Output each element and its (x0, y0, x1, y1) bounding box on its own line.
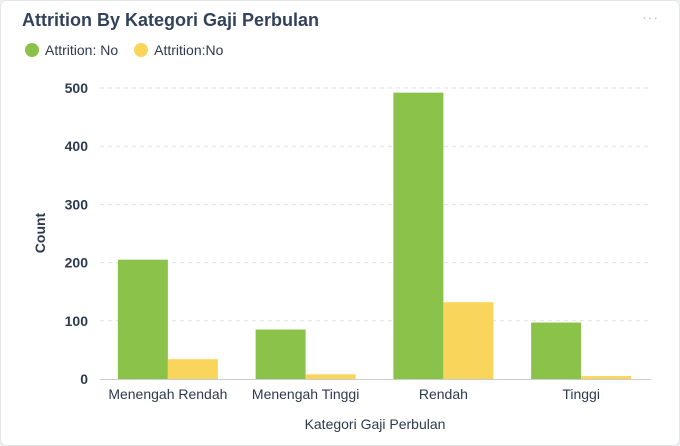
bar-1-1[interactable] (117, 259, 168, 379)
bar-1-4[interactable] (531, 322, 582, 379)
x-tick-label: Tinggi (562, 386, 600, 402)
legend-item-series-1[interactable]: Attrition: No (25, 42, 118, 58)
x-axis-label: Kategori Gaji Perbulan (305, 416, 446, 432)
y-tick-label: 500 (65, 80, 89, 96)
legend-item-series-2[interactable]: Attrition:No (134, 42, 223, 58)
bar-1-2[interactable] (255, 329, 306, 379)
chart-title: Attrition By Kategori Gaji Perbulan (22, 10, 320, 30)
legend-swatch-series-1 (25, 43, 39, 57)
y-axis-ticks: 0 100 200 300 400 500 (65, 80, 89, 387)
y-tick-label: 300 (65, 196, 89, 212)
bar-2-1[interactable] (167, 359, 218, 379)
bar-1-3[interactable] (393, 92, 444, 379)
x-tick-label: Menengah Rendah (108, 386, 227, 402)
y-tick-label: 0 (80, 371, 88, 387)
legend-swatch-series-2 (134, 43, 149, 57)
y-tick-label: 100 (65, 313, 89, 329)
bars (117, 92, 632, 379)
ellipsis-icon[interactable]: ··· (642, 9, 659, 25)
y-tick-label: 200 (65, 255, 89, 271)
legend-label-series-1: Attrition: No (45, 42, 119, 58)
x-axis-ticks: Menengah Rendah Menengah Tinggi Rendah Ting… (108, 386, 600, 402)
legend-label-series-2: Attrition:No (154, 42, 224, 58)
bar-2-2[interactable] (305, 374, 356, 379)
bar-2-4[interactable] (581, 376, 632, 379)
y-tick-label: 400 (65, 138, 89, 154)
gridlines (100, 87, 651, 322)
chart-legend: Attrition: No Attrition:No (25, 42, 223, 58)
bar-2-3[interactable] (443, 302, 494, 379)
x-tick-label: Menengah Tinggi (252, 386, 359, 402)
x-tick-label: Rendah (419, 386, 468, 402)
y-axis-label: Count (32, 212, 48, 253)
